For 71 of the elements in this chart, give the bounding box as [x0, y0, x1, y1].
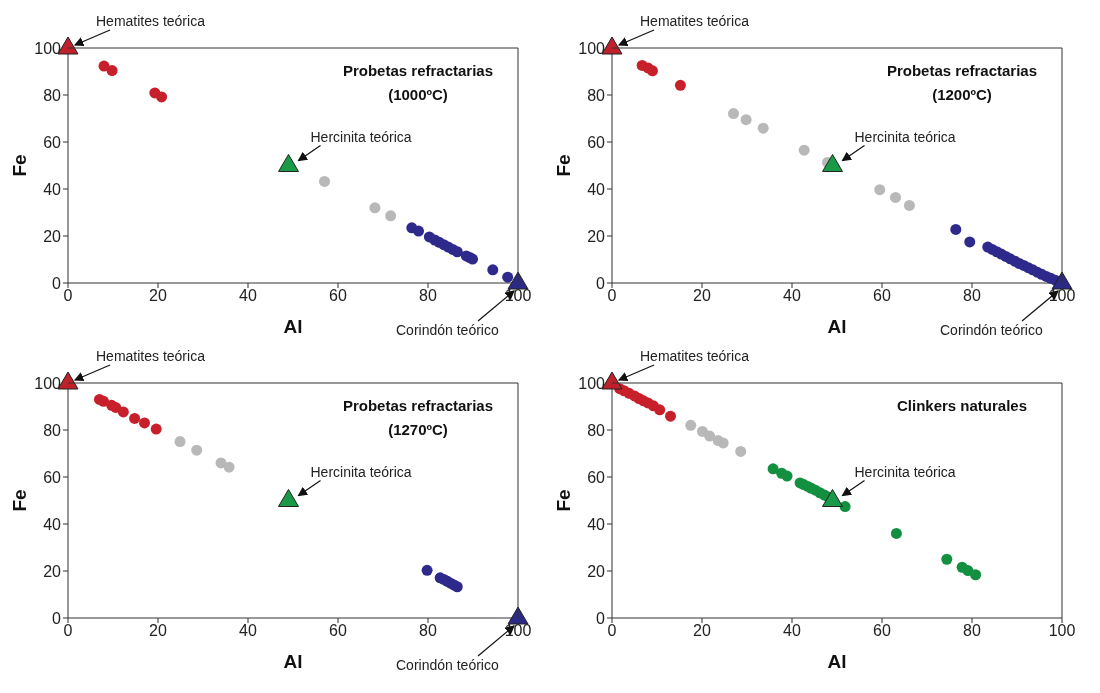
x-axis-title: Al: [827, 316, 847, 337]
x-axis-title: Al: [283, 651, 303, 672]
y-tick-label: 80: [43, 421, 62, 439]
x-tick-label: 100: [1048, 622, 1076, 640]
y-tick-label: 80: [587, 421, 606, 439]
y-tick-label: 100: [578, 374, 606, 392]
y-axis-title: Fe: [9, 154, 30, 177]
annotation: Hercinita teórica: [854, 463, 956, 480]
annotation: Hercinita teórica: [310, 463, 412, 480]
y-tick-label: 20: [43, 227, 62, 245]
annotation: Corindón teórico: [396, 322, 499, 338]
x-tick-label: 60: [329, 622, 347, 640]
text: (1000ºC): [388, 86, 448, 103]
annotation: Hematites teórica: [96, 348, 206, 364]
x-tick-label: 0: [607, 287, 617, 305]
x-tick-label: 40: [783, 287, 801, 305]
text: Probetas refractarias: [342, 62, 494, 79]
y-tick-label: 100: [578, 39, 606, 57]
y-tick-label: 20: [43, 562, 62, 580]
y-axis-title: Fe: [553, 489, 574, 512]
y-tick-label: 20: [587, 227, 606, 245]
x-tick-label: 40: [239, 622, 257, 640]
text: Probetas refractarias: [886, 62, 1038, 79]
y-tick-label: 60: [43, 468, 62, 486]
y-tick-label: 0: [52, 274, 62, 292]
text: (1270ºC): [388, 421, 448, 438]
y-tick-label: 100: [34, 374, 62, 392]
y-tick-label: 60: [587, 133, 606, 151]
x-tick-label: 0: [63, 287, 73, 305]
x-tick-label: 80: [963, 622, 981, 640]
y-tick-label: 20: [587, 562, 606, 580]
annotation: Hercinita teórica: [854, 128, 956, 145]
x-tick-label: 80: [419, 287, 437, 305]
text: Clinkers naturales: [896, 397, 1028, 414]
x-tick-label: 20: [149, 622, 167, 640]
annotation: Hematites teórica: [640, 13, 750, 29]
annotation: Corindón teórico: [940, 322, 1043, 338]
y-tick-label: 0: [596, 274, 606, 292]
x-tick-label: 80: [963, 287, 981, 305]
y-tick-label: 0: [52, 609, 62, 627]
x-tick-label: 60: [873, 622, 891, 640]
x-tick-label: 60: [329, 287, 347, 305]
annotation: Hematites teórica: [96, 13, 206, 29]
text: Probetas refractarias: [342, 397, 494, 414]
y-tick-label: 80: [43, 86, 62, 104]
annotation: Hercinita teórica: [310, 128, 412, 145]
annotation: Corindón teórico: [396, 657, 499, 673]
y-tick-label: 40: [43, 180, 62, 198]
x-tick-label: 0: [607, 622, 617, 640]
annotation: Hematites teórica: [640, 348, 750, 364]
text: (1200ºC): [932, 86, 992, 103]
y-axis-title: Fe: [553, 154, 574, 177]
x-axis-title: Al: [827, 651, 847, 672]
x-tick-label: 20: [693, 287, 711, 305]
y-tick-label: 80: [587, 86, 606, 104]
x-tick-label: 40: [239, 287, 257, 305]
x-tick-label: 20: [149, 287, 167, 305]
y-tick-label: 60: [43, 133, 62, 151]
x-axis-title: Al: [283, 316, 303, 337]
x-tick-label: 40: [783, 622, 801, 640]
y-tick-label: 40: [587, 180, 606, 198]
y-tick-label: 40: [43, 515, 62, 533]
x-tick-label: 20: [693, 622, 711, 640]
x-tick-label: 80: [419, 622, 437, 640]
y-axis-title: Fe: [9, 489, 30, 512]
x-tick-label: 0: [63, 622, 73, 640]
y-tick-label: 60: [587, 468, 606, 486]
y-tick-label: 100: [34, 39, 62, 57]
x-tick-label: 60: [873, 287, 891, 305]
y-tick-label: 0: [596, 609, 606, 627]
y-tick-label: 40: [587, 515, 606, 533]
